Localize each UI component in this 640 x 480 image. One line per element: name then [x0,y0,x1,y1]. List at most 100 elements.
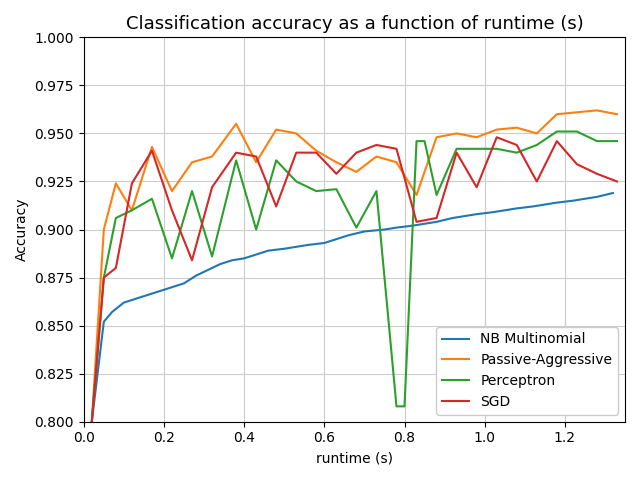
NB Multinomial [593,194,601,200]
Passive-Aggressive [493,127,500,132]
NB Multinomial [333,236,340,242]
Perceptron [232,157,240,163]
NB Multinomial [381,227,388,232]
NB Multinomial [433,219,440,225]
SGD [312,150,320,156]
Legend: NB Multinomial, Passive-Aggressive, Perceptron, SGD: NB Multinomial, Passive-Aggressive, Perc… [436,327,618,415]
Passive-Aggressive [372,154,380,159]
Perceptron [533,142,541,148]
NB Multinomial [420,221,428,227]
NB Multinomial [541,202,548,207]
NB Multinomial [489,209,497,215]
SGD [393,146,401,152]
Perceptron [401,404,408,409]
NB Multinomial [344,232,352,238]
SGD [372,142,380,148]
SGD [493,134,500,140]
SGD [613,179,621,184]
NB Multinomial [529,204,536,209]
NB Multinomial [88,419,95,425]
SGD [413,219,420,225]
Passive-Aggressive [393,159,401,165]
NB Multinomial [168,284,176,290]
Passive-Aggressive [333,159,340,165]
SGD [433,215,440,221]
NB Multinomial [132,296,140,301]
Passive-Aggressive [452,131,460,136]
X-axis label: runtime (s): runtime (s) [316,451,393,465]
Passive-Aggressive [613,111,621,117]
SGD [513,142,520,148]
NB Multinomial [108,309,116,315]
Perceptron [112,215,120,221]
Perceptron [473,146,481,152]
SGD [88,419,95,425]
Passive-Aggressive [128,207,136,213]
Passive-Aggressive [413,192,420,198]
Perceptron [100,275,108,280]
Perceptron [128,207,136,213]
Perceptron [372,188,380,194]
Perceptron [333,186,340,192]
Perceptron [420,138,428,144]
SGD [452,150,460,156]
NB Multinomial [473,211,481,217]
Passive-Aggressive [188,159,196,165]
NB Multinomial [240,255,248,261]
Passive-Aggressive [208,154,216,159]
NB Multinomial [280,246,288,252]
NB Multinomial [180,280,188,286]
NB Multinomial [409,223,417,228]
Y-axis label: Accuracy: Accuracy [15,198,29,261]
Perceptron [413,138,420,144]
Perceptron [252,227,260,232]
SGD [188,257,196,263]
SGD [593,171,601,177]
Passive-Aggressive [273,127,280,132]
SGD [473,184,481,190]
Perceptron [452,146,460,152]
Perceptron [593,138,601,144]
NB Multinomial [216,261,224,267]
SGD [148,148,156,154]
NB Multinomial [393,225,401,230]
NB Multinomial [513,205,520,211]
Passive-Aggressive [112,180,120,186]
NB Multinomial [360,228,368,234]
NB Multinomial [252,252,260,257]
SGD [252,154,260,159]
Perceptron [292,179,300,184]
NB Multinomial [192,273,200,278]
Perceptron [208,253,216,259]
Perceptron [88,419,95,425]
Passive-Aggressive [353,169,360,175]
NB Multinomial [321,240,328,246]
Passive-Aggressive [312,148,320,154]
Passive-Aggressive [593,108,601,113]
Passive-Aggressive [573,109,580,115]
NB Multinomial [461,213,468,219]
NB Multinomial [501,207,509,213]
SGD [128,180,136,186]
NB Multinomial [609,190,617,196]
Passive-Aggressive [292,131,300,136]
Perceptron [393,404,401,409]
Perceptron [353,225,360,230]
SGD [112,265,120,271]
SGD [208,184,216,190]
NB Multinomial [264,248,272,253]
Perceptron [613,138,621,144]
SGD [168,207,176,213]
SGD [292,150,300,156]
SGD [100,275,108,280]
SGD [573,161,580,167]
Perceptron [553,129,561,134]
Perceptron [168,255,176,261]
Passive-Aggressive [100,227,108,232]
Passive-Aggressive [232,121,240,127]
Perceptron [188,188,196,194]
NB Multinomial [204,267,212,273]
NB Multinomial [305,242,312,248]
Title: Classification accuracy as a function of runtime (s): Classification accuracy as a function of… [125,15,583,33]
NB Multinomial [156,288,164,294]
